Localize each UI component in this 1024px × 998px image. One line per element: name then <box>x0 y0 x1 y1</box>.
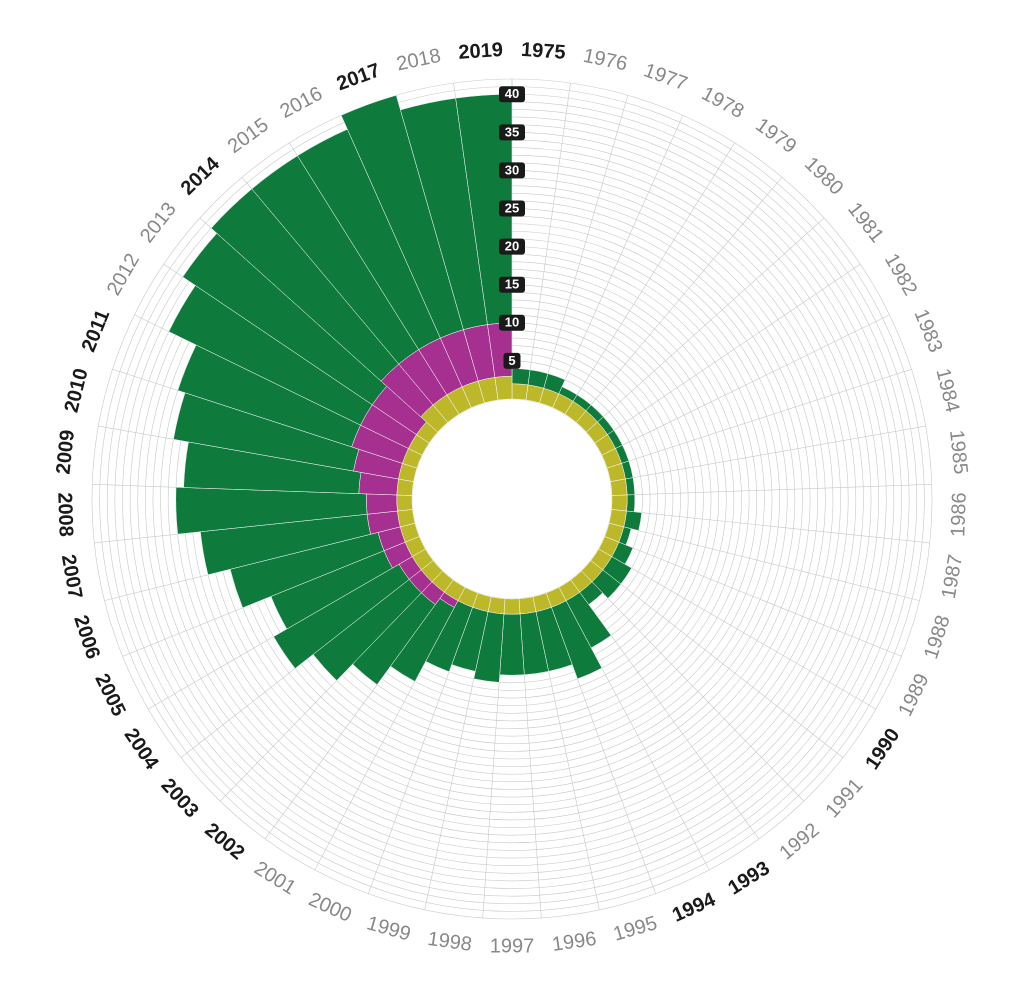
bar-1986-series-c <box>627 495 635 512</box>
year-label-2015: 2015 <box>224 114 273 158</box>
year-label-1995: 1995 <box>611 912 660 945</box>
year-label-2009: 2009 <box>52 429 79 476</box>
year-label-1975: 1975 <box>520 39 566 64</box>
bar-1975-series-c <box>512 369 530 385</box>
year-label-2001: 2001 <box>250 857 299 899</box>
bar-2008-series-a <box>397 495 413 511</box>
tick-label-15: 15 <box>505 277 519 292</box>
year-label-2000: 2000 <box>305 889 355 927</box>
year-label-2013: 2013 <box>136 198 181 247</box>
year-label-1998: 1998 <box>426 928 473 956</box>
year-label-2003: 2003 <box>157 774 203 822</box>
year-label-1986: 1986 <box>947 492 971 537</box>
year-label-1980: 1980 <box>800 153 847 200</box>
year-label-2011: 2011 <box>78 307 115 355</box>
tick-label-40: 40 <box>505 86 519 101</box>
year-label-2019: 2019 <box>458 39 504 64</box>
year-label-2010: 2010 <box>61 366 93 415</box>
year-label-2006: 2006 <box>69 613 104 662</box>
year-label-1985: 1985 <box>945 429 972 476</box>
year-label-1991: 1991 <box>821 774 867 822</box>
year-label-2014: 2014 <box>177 152 225 199</box>
bar-1996-series-a <box>519 597 536 614</box>
tick-label-30: 30 <box>505 162 519 177</box>
bar-1986-series-a <box>611 495 627 511</box>
year-label-1989: 1989 <box>894 670 933 720</box>
bar-2019-series-a <box>495 376 512 400</box>
year-label-1979: 1979 <box>751 114 800 158</box>
polar-chart-container: 1975 1976 197719781979198019811982 1983 1984… <box>0 0 1024 998</box>
year-label-1981: 1981 <box>843 198 888 247</box>
year-label-2017: 2017 <box>334 59 383 95</box>
year-label-1982: 1982 <box>880 250 921 300</box>
tick-label-10: 10 <box>505 315 519 330</box>
year-label-1994: 1994 <box>669 888 719 927</box>
year-label-1976: 1976 <box>581 45 629 76</box>
tick-label-25: 25 <box>505 200 519 215</box>
year-label-2002: 2002 <box>200 819 248 864</box>
tick-label-20: 20 <box>505 239 519 254</box>
year-label-1987: 1987 <box>938 553 967 601</box>
year-label-1996: 1996 <box>551 928 598 956</box>
year-label-1978: 1978 <box>698 83 748 123</box>
year-label-1983: 1983 <box>910 306 947 356</box>
year-label-2008: 2008 <box>53 492 77 537</box>
year-label-1992: 1992 <box>775 819 823 864</box>
tick-label-5: 5 <box>508 353 515 368</box>
year-label-2018: 2018 <box>395 45 443 76</box>
bar-1985-series-c <box>625 478 634 495</box>
polar-stacked-bar-chart: 1975 1976 197719781979198019811982 1983 1984… <box>0 0 1024 998</box>
year-label-2007: 2007 <box>57 553 86 601</box>
year-label-1984: 1984 <box>931 366 963 415</box>
year-label-1990: 1990 <box>861 725 904 774</box>
tick-label-35: 35 <box>505 124 519 139</box>
bars <box>169 94 642 684</box>
bar-1985-series-a <box>610 479 627 496</box>
bar-2008-series-b <box>366 494 397 514</box>
bar-1997-series-a <box>504 599 520 614</box>
year-label-1997: 1997 <box>490 935 535 957</box>
year-label-2012: 2012 <box>103 250 144 300</box>
bar-1975-series-a <box>512 384 528 400</box>
year-label-2005: 2005 <box>90 670 129 720</box>
year-label-1999: 1999 <box>364 912 413 945</box>
year-label-2016: 2016 <box>277 83 327 123</box>
bar-2009-series-a <box>397 479 414 496</box>
year-label-1977: 1977 <box>641 59 690 95</box>
year-label-1988: 1988 <box>920 613 955 662</box>
year-label-1993: 1993 <box>724 857 773 899</box>
year-label-2004: 2004 <box>120 725 164 775</box>
